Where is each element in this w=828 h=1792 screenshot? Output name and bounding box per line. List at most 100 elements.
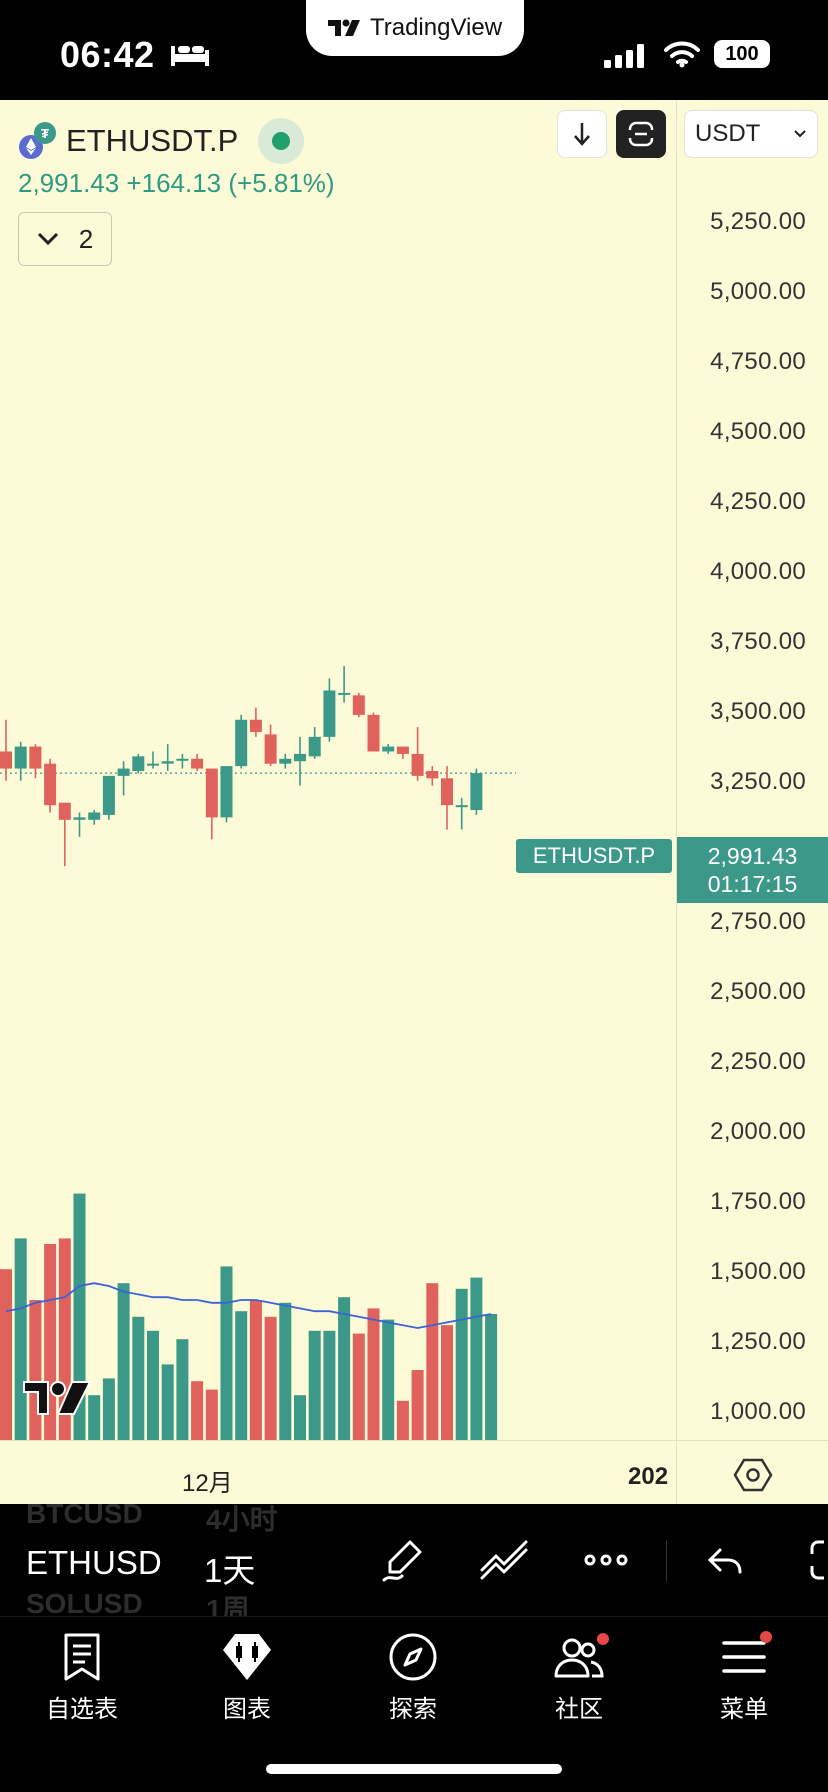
tab-explore[interactable]: 探索 <box>353 1631 473 1724</box>
price-axis[interactable]: 5,250.00 5,000.00 4,750.00 4,500.00 4,25… <box>676 100 828 1440</box>
volume-bar <box>279 1302 292 1440</box>
tab-menu[interactable]: 菜单 <box>684 1631 804 1724</box>
legend-count: 2 <box>78 223 94 254</box>
interval-picker[interactable]: 1天 <box>204 1552 256 1589</box>
candle-body <box>279 758 292 764</box>
volume-bar <box>382 1319 395 1440</box>
price-tick: 2,500.00 <box>710 978 806 1005</box>
price-tick: 5,250.00 <box>710 208 806 235</box>
candle-body <box>396 746 409 754</box>
bar-countdown: 01:17:15 <box>707 871 798 897</box>
volume-bar <box>294 1395 306 1440</box>
price-tick: 2,750.00 <box>710 908 806 935</box>
candle-body <box>132 756 145 771</box>
candle-body <box>338 692 351 695</box>
notification-dot <box>597 1633 609 1645</box>
candle-body <box>367 714 380 752</box>
candle-body <box>161 761 174 764</box>
fullscreen-toggle-icon[interactable] <box>804 1536 828 1584</box>
candle-body <box>205 768 218 818</box>
app-pill[interactable]: TradingView <box>306 0 524 56</box>
volume-bar <box>205 1389 218 1440</box>
chart-area[interactable]: ₮ ETHUSDT.P 2,991.43 +164.13 (+5.81%) 2 … <box>0 100 828 1505</box>
candle-body <box>294 753 306 762</box>
volume-bar <box>308 1330 321 1440</box>
candle-body <box>249 719 262 732</box>
price-tick: 1,000.00 <box>710 1398 806 1425</box>
volume-bar <box>485 1314 498 1440</box>
current-price-tag: 2,991.43 01:17:15 <box>677 837 828 903</box>
candle-body <box>191 758 204 769</box>
tab-label: 探索 <box>389 1696 437 1723</box>
chart-settings-icon[interactable] <box>733 1457 773 1493</box>
volume-bar <box>323 1330 336 1440</box>
price-chart[interactable] <box>0 100 676 1440</box>
indicator-legend-toggle[interactable]: 2 <box>18 212 112 266</box>
symbol-header[interactable]: ₮ ETHUSDT.P <box>18 118 305 164</box>
toolbar-divider <box>666 1540 667 1582</box>
candle-body <box>426 771 439 779</box>
volume-bar <box>191 1381 204 1440</box>
volume-bar <box>411 1370 424 1440</box>
notification-dot <box>760 1631 772 1643</box>
price-tick: 4,250.00 <box>710 488 806 515</box>
volume-bar <box>88 1395 101 1440</box>
scroll-to-latest-button[interactable] <box>557 110 607 158</box>
volume-bar <box>264 1316 277 1440</box>
tab-community[interactable]: 社区 <box>519 1631 639 1724</box>
volume-bar <box>249 1300 262 1440</box>
symbol-picker-next: SOLUSD <box>26 1588 143 1616</box>
volume-bar <box>147 1330 159 1440</box>
candle-body <box>0 751 12 769</box>
ethereum-icon: ₮ <box>18 121 58 161</box>
svg-text:₮: ₮ <box>41 126 49 141</box>
candle-body <box>102 775 115 815</box>
price-tick: 4,000.00 <box>710 558 806 585</box>
current-price: 2,991.43 <box>707 843 798 869</box>
candle-body <box>382 746 395 752</box>
chevron-down-icon <box>37 232 58 246</box>
wifi-icon <box>664 41 700 68</box>
price-change: 2,991.43 +164.13 (+5.81%) <box>18 168 335 198</box>
candle-body <box>29 746 42 769</box>
chart-toolbar[interactable]: BTCUSD 4小时 SOLUSD 1周 ETHUSD 1天 <box>0 1504 828 1616</box>
price-tick: 3,750.00 <box>710 628 806 655</box>
status-bar: 06:42 TradingView 100 <box>0 0 828 100</box>
symbol-picker[interactable]: ETHUSD <box>26 1544 162 1581</box>
candle-body <box>176 758 189 761</box>
volume-bar <box>132 1316 145 1440</box>
more-options-icon[interactable] <box>582 1536 630 1584</box>
interval-picker-next: 1周 <box>206 1594 250 1616</box>
candle-body <box>117 768 130 776</box>
price-tick: 1,500.00 <box>710 1258 806 1285</box>
candle-body <box>352 695 365 715</box>
candle-body <box>220 766 233 818</box>
volume-bar <box>161 1364 174 1440</box>
candle-body <box>441 778 453 806</box>
volume-bar <box>235 1311 248 1440</box>
watchlist-icon <box>64 1633 100 1681</box>
volume-bar <box>441 1325 453 1440</box>
volume-bar <box>220 1266 233 1440</box>
symbol-price-tag: ETHUSDT.P <box>516 839 672 873</box>
volume-bar <box>367 1308 380 1440</box>
fullscreen-button[interactable] <box>616 110 666 158</box>
tab-label: 自选表 <box>46 1696 118 1723</box>
symbol-picker-prev: BTCUSD <box>26 1504 143 1529</box>
candle-body <box>73 817 86 820</box>
indicators-icon[interactable] <box>478 1536 530 1584</box>
candle-body <box>411 753 424 776</box>
tab-label: 菜单 <box>720 1696 768 1723</box>
drawing-pen-icon[interactable] <box>380 1536 428 1584</box>
time-tick: 202 <box>628 1463 669 1490</box>
tab-chart[interactable]: 图表 <box>187 1631 307 1724</box>
volume-bar <box>117 1283 130 1440</box>
tab-watchlist[interactable]: 自选表 <box>22 1631 142 1724</box>
undo-icon[interactable] <box>706 1536 746 1584</box>
time-axis[interactable]: 12月 202 <box>0 1440 828 1505</box>
currency-select[interactable]: USDT <box>684 110 818 158</box>
price-tick: 2,000.00 <box>710 1118 806 1145</box>
market-open-indicator <box>258 118 305 164</box>
price-tick: 1,750.00 <box>710 1188 806 1215</box>
candle-body <box>308 736 321 757</box>
